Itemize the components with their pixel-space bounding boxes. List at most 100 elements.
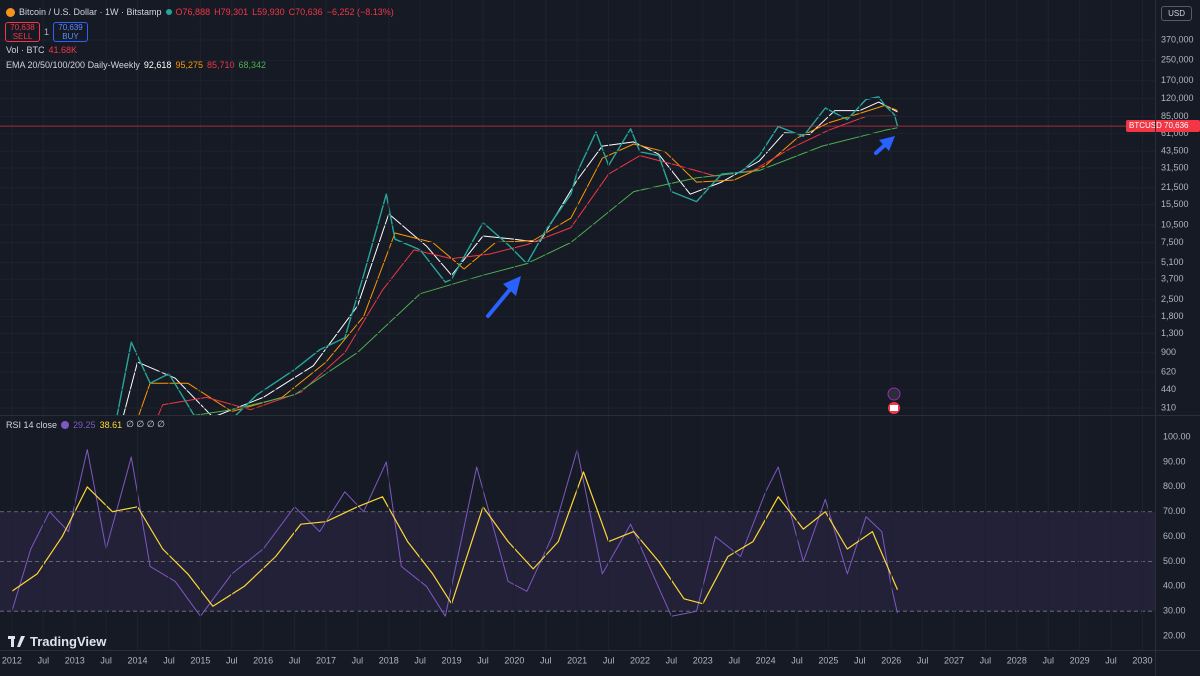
x-tick-label: 2018 — [379, 655, 399, 665]
rsi-tick-label: 30.00 — [1163, 606, 1186, 616]
y-tick-label: 31,500 — [1161, 162, 1189, 172]
x-tick-label: 2029 — [1070, 655, 1090, 665]
y-tick-label: 900 — [1161, 347, 1176, 357]
x-tick-label: 2016 — [253, 655, 273, 665]
annotation-arrow — [874, 136, 895, 155]
ema-value: 95,275 — [175, 60, 203, 70]
x-tick-label: 2022 — [630, 655, 650, 665]
x-tick-label: 2027 — [944, 655, 964, 665]
symbol-icon — [6, 7, 15, 17]
rsi-title: RSI 14 close — [6, 419, 58, 430]
y-tick-label: 21,500 — [1161, 182, 1189, 192]
x-tick-label: Jul — [540, 655, 552, 665]
x-tick-label: Jul — [414, 655, 426, 665]
x-tick-label: 2019 — [442, 655, 462, 665]
x-tick-label: Jul — [666, 655, 678, 665]
y-tick-label: 85,000 — [1161, 111, 1189, 121]
ema-line — [157, 115, 898, 415]
ohlc-high: H79,301 — [214, 7, 249, 17]
y-tick-label: 250,000 — [1161, 55, 1194, 65]
last-price-label: 70,636 — [1164, 121, 1189, 130]
x-tick-label: Jul — [1105, 655, 1117, 665]
buy-label: BUY — [62, 32, 79, 41]
y-tick-label: 2,500 — [1161, 294, 1184, 304]
rsi-tick-label: 100.00 — [1163, 432, 1191, 442]
y-tick-label: 310 — [1161, 402, 1176, 412]
tradingview-logo: TradingView — [8, 634, 106, 649]
x-tick-label: Jul — [352, 655, 364, 665]
rsi-value: 29.25 — [73, 419, 96, 430]
rsi-tick-label: 80.00 — [1163, 481, 1186, 491]
y-tick-label: 10,500 — [1161, 219, 1189, 229]
market-status — [165, 9, 172, 15]
y-tick-label: 15,500 — [1161, 199, 1189, 209]
event-icons — [887, 387, 901, 414]
sell-button[interactable]: 70,638 SELL — [5, 22, 40, 42]
last-price-badge — [1126, 120, 1200, 133]
buy-button[interactable]: 70,639 BUY — [53, 22, 89, 42]
x-tick-label: 2030 — [1132, 655, 1152, 665]
x-tick-label: Jul — [226, 655, 238, 665]
x-tick-label: 2013 — [65, 655, 85, 665]
symbol-line: Bitcoin / U.S. Dollar · 1W · Bitstamp O7… — [6, 7, 394, 17]
x-tick-label: Jul — [100, 655, 112, 665]
y-tick-label: 620 — [1161, 366, 1176, 376]
ema-label: EMA 20/50/100/200 Daily-Weekly — [6, 60, 140, 70]
x-tick-label: Jul — [603, 655, 615, 665]
rsi-tick-label: 90.00 — [1163, 456, 1186, 466]
y-tick-label: 170,000 — [1161, 75, 1194, 85]
ohlc-low: L59,930 — [252, 7, 285, 17]
symbol-title: Bitcoin / U.S. Dollar · 1W · Bitstamp — [19, 7, 162, 17]
x-tick-label: 2014 — [128, 655, 148, 665]
y-tick-label: 3,700 — [1161, 274, 1184, 284]
volume-value: 41.68K — [48, 45, 78, 55]
y-tick-label: 5,100 — [1161, 257, 1184, 267]
logo-text: TradingView — [30, 634, 107, 649]
x-tick-label: 2012 — [2, 655, 22, 665]
rsi-ma-value: 38.61 — [99, 419, 123, 430]
y-tick-label: 7,500 — [1161, 237, 1184, 247]
x-tick-label: Jul — [980, 655, 992, 665]
ohlc-change: −6,252 (−8.13%) — [326, 7, 394, 17]
rsi-tick-label: 20.00 — [1163, 630, 1186, 640]
buy-price: 70,639 — [58, 23, 83, 32]
x-tick-label: 2024 — [756, 655, 776, 665]
y-tick-label: 43,500 — [1161, 146, 1189, 156]
y-tick-label: 120,000 — [1161, 93, 1194, 103]
x-tick-label: Jul — [854, 655, 866, 665]
sell-price: 70,638 — [10, 23, 35, 32]
x-tick-label: Jul — [791, 655, 803, 665]
sell-label: SELL — [12, 32, 33, 41]
rsi-tick-label: 50.00 — [1163, 556, 1186, 566]
x-tick-label: Jul — [38, 655, 50, 665]
x-tick-label: 2028 — [1007, 655, 1027, 665]
y-tick-label: 1,800 — [1161, 311, 1184, 321]
rsi-ma-line — [11, 471, 899, 607]
volume-label: Vol · BTC — [6, 45, 45, 55]
rsi-line — [11, 449, 898, 617]
ohlc-close: C70,636 — [288, 7, 323, 17]
last-price-symbol: BTCUSD — [1129, 121, 1162, 130]
x-tick-label: 2026 — [881, 655, 901, 665]
currency-button[interactable]: USD — [1161, 6, 1192, 21]
trade-buttons: 70,638 SELL 1 70,639 BUY — [5, 22, 89, 42]
x-tick-label: Jul — [477, 655, 489, 665]
ema-value: 68,342 — [238, 60, 267, 70]
rsi-tick-label: 60.00 — [1163, 531, 1186, 541]
quantity: 1 — [44, 27, 50, 37]
x-tick-label: Jul — [917, 655, 929, 665]
x-tick-label: Jul — [289, 655, 301, 665]
x-tick-label: 2021 — [567, 655, 587, 665]
y-tick-label: 370,000 — [1161, 34, 1194, 44]
ema-value: 85,710 — [206, 60, 235, 70]
rsi-legend: RSI 14 close 29.25 38.61 ∅ ∅ ∅ ∅ — [6, 419, 165, 430]
y-tick-label: 440 — [1161, 384, 1176, 394]
x-tick-label: 2023 — [693, 655, 713, 665]
y-tick-label: 61,000 — [1161, 128, 1189, 138]
rsi-extras: ∅ ∅ ∅ ∅ — [126, 419, 165, 429]
y-tick-label: 1,300 — [1161, 328, 1184, 338]
x-tick-label: 2015 — [190, 655, 210, 665]
